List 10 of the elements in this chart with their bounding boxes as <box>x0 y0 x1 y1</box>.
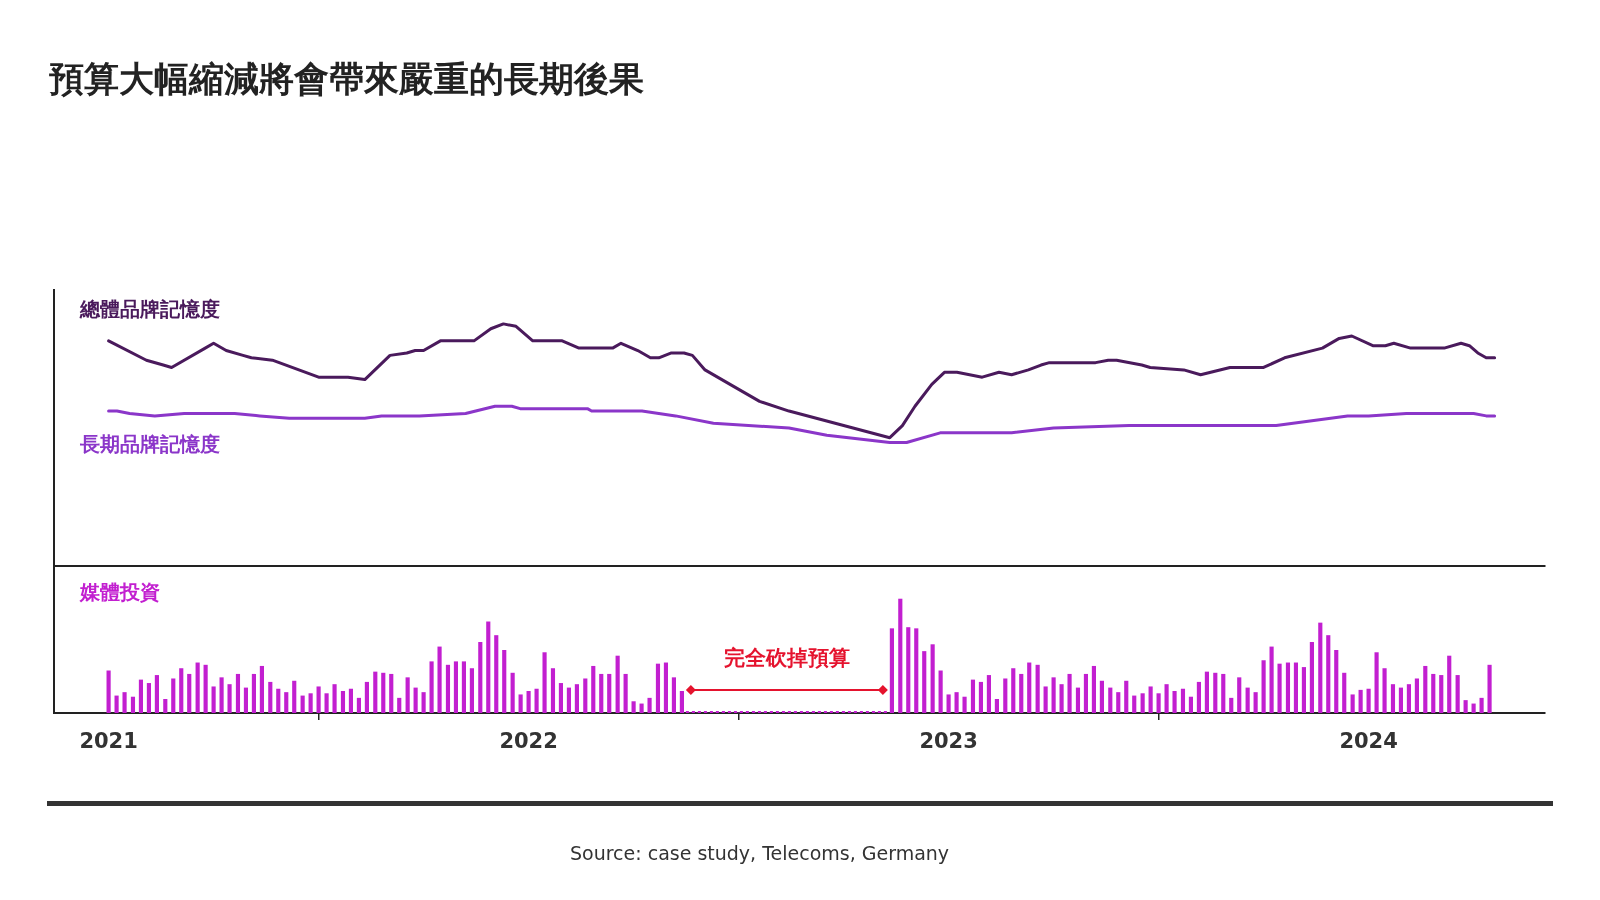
series-label: 總體品牌記憶度 <box>79 297 220 322</box>
chart-title: 預算大幅縮減將會帶來嚴重的長期後果 <box>49 58 644 101</box>
x-tick-label: 2023 <box>919 729 978 754</box>
x-tick-label: 2021 <box>79 729 138 754</box>
x-tick-label: 2024 <box>1339 729 1398 754</box>
source-note: Source: case study, Telecoms, Germany <box>570 842 950 864</box>
annotation: 完全砍掉預算 <box>723 646 850 671</box>
text: 媒體投資 <box>79 580 160 605</box>
x-tick-label: 2022 <box>499 729 558 754</box>
series-label: 長期品牌記憶度 <box>79 432 220 457</box>
